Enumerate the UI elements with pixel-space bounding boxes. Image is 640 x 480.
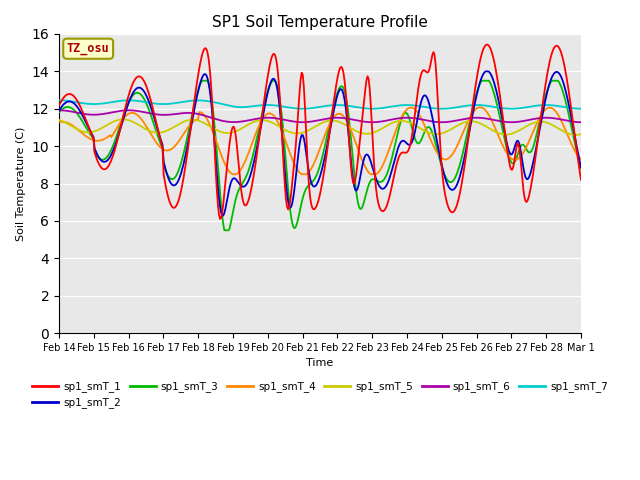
sp1_smT_3 [485, 78, 493, 84]
sp1_smT_2 [220, 213, 227, 218]
sp1_smT_1 [566, 101, 574, 107]
sp1_smT_1 [577, 177, 585, 182]
sp1_smT_4 [339, 112, 346, 118]
sp1_smT_2 [482, 69, 490, 74]
sp1_smT_6 [303, 119, 311, 125]
sp1_smT_5 [572, 132, 580, 138]
sp1_smT_4 [304, 170, 312, 176]
sp1_smT_1 [304, 167, 312, 173]
sp1_smT_2 [485, 69, 493, 74]
Title: SP1 Soil Temperature Profile: SP1 Soil Temperature Profile [212, 15, 428, 30]
sp1_smT_4 [577, 156, 585, 162]
sp1_smT_5 [566, 131, 573, 137]
sp1_smT_4 [485, 112, 493, 118]
Line: sp1_smT_5: sp1_smT_5 [59, 120, 581, 135]
sp1_smT_3 [221, 228, 229, 233]
sp1_smT_1 [339, 66, 346, 72]
sp1_smT_1 [307, 201, 315, 206]
sp1_smT_2 [339, 88, 346, 94]
sp1_smT_2 [304, 163, 312, 169]
sp1_smT_3 [577, 165, 585, 171]
sp1_smT_2 [367, 158, 374, 164]
sp1_smT_2 [577, 165, 585, 170]
sp1_smT_6 [338, 115, 346, 121]
sp1_smT_3 [55, 109, 63, 115]
sp1_smT_7 [338, 102, 346, 108]
sp1_smT_6 [306, 119, 314, 125]
sp1_smT_1 [367, 101, 374, 107]
sp1_smT_4 [55, 120, 63, 125]
sp1_smT_6 [577, 120, 585, 125]
sp1_smT_4 [566, 139, 574, 145]
sp1_smT_5 [55, 117, 63, 123]
Line: sp1_smT_1: sp1_smT_1 [59, 45, 581, 219]
Text: TZ_osu: TZ_osu [67, 42, 109, 55]
sp1_smT_2 [55, 108, 63, 113]
Legend: sp1_smT_1, sp1_smT_2, sp1_smT_3, sp1_smT_4, sp1_smT_5, sp1_smT_6, sp1_smT_7: sp1_smT_1, sp1_smT_2, sp1_smT_3, sp1_smT… [28, 377, 612, 413]
sp1_smT_7 [577, 106, 585, 112]
sp1_smT_4 [367, 171, 374, 177]
sp1_smT_3 [305, 182, 313, 188]
sp1_smT_7 [483, 103, 491, 108]
sp1_smT_3 [308, 180, 316, 185]
sp1_smT_6 [483, 116, 491, 121]
Line: sp1_smT_3: sp1_smT_3 [59, 81, 581, 230]
sp1_smT_5 [577, 131, 585, 137]
sp1_smT_3 [198, 78, 206, 84]
sp1_smT_7 [55, 97, 63, 103]
sp1_smT_3 [368, 177, 376, 182]
sp1_smT_4 [307, 166, 315, 172]
sp1_smT_3 [340, 85, 348, 91]
sp1_smT_6 [55, 108, 63, 113]
sp1_smT_7 [306, 106, 314, 111]
Y-axis label: Soil Temperature (C): Soil Temperature (C) [16, 126, 26, 241]
sp1_smT_7 [366, 106, 374, 111]
sp1_smT_5 [339, 120, 346, 126]
sp1_smT_5 [367, 131, 374, 136]
Line: sp1_smT_6: sp1_smT_6 [59, 110, 581, 122]
sp1_smT_6 [366, 120, 374, 125]
Line: sp1_smT_2: sp1_smT_2 [59, 72, 581, 216]
sp1_smT_4 [230, 171, 237, 177]
Line: sp1_smT_4: sp1_smT_4 [59, 108, 581, 174]
sp1_smT_5 [307, 126, 315, 132]
sp1_smT_1 [55, 102, 63, 108]
X-axis label: Time: Time [307, 359, 333, 369]
sp1_smT_5 [119, 117, 127, 122]
sp1_smT_6 [564, 118, 572, 124]
sp1_smT_7 [303, 106, 311, 111]
sp1_smT_2 [307, 180, 315, 185]
sp1_smT_1 [485, 43, 493, 49]
sp1_smT_5 [484, 125, 492, 131]
sp1_smT_5 [304, 128, 312, 133]
sp1_smT_7 [564, 105, 572, 110]
sp1_smT_3 [566, 120, 574, 126]
sp1_smT_1 [483, 42, 491, 48]
sp1_smT_1 [216, 216, 224, 222]
Line: sp1_smT_7: sp1_smT_7 [59, 100, 581, 109]
sp1_smT_2 [566, 110, 574, 116]
sp1_smT_4 [477, 105, 484, 110]
